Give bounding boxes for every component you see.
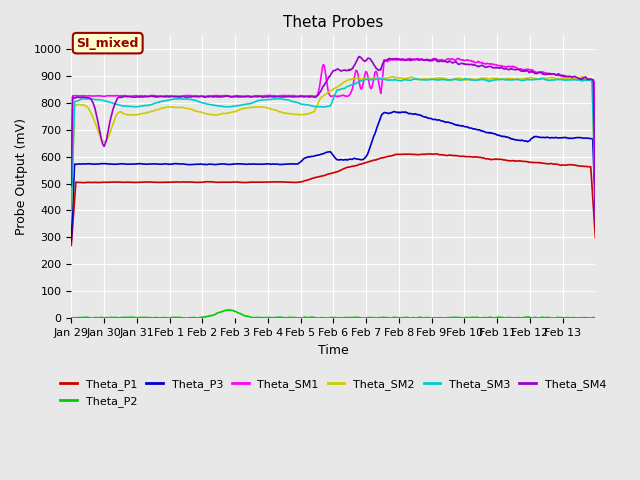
Theta_P2 [403, 314, 410, 320]
Theta_P3 [591, 207, 599, 213]
Theta_SM2 [67, 209, 75, 215]
Theta_SM2 [518, 76, 526, 82]
Theta_P2 [373, 315, 381, 321]
Theta_SM3 [100, 97, 108, 103]
Theta_SM4 [386, 56, 394, 62]
Theta_P3 [465, 125, 473, 131]
Line: Theta_P1: Theta_P1 [71, 154, 595, 245]
X-axis label: Time: Time [318, 344, 349, 357]
Text: SI_mixed: SI_mixed [77, 36, 139, 49]
Theta_SM3 [465, 76, 472, 82]
Legend: Theta_P1, Theta_P2, Theta_P3, Theta_SM1, Theta_SM2, Theta_SM3, Theta_SM4: Theta_P1, Theta_P2, Theta_P3, Theta_SM1,… [56, 375, 611, 411]
Theta_P2 [100, 315, 108, 321]
Theta_SM2 [465, 76, 472, 82]
Theta_P3 [100, 161, 108, 167]
Theta_P3 [385, 110, 393, 116]
Theta_SM3 [518, 77, 526, 83]
Theta_SM1 [401, 57, 409, 62]
Theta_SM1 [591, 174, 599, 180]
Theta_SM1 [520, 67, 527, 72]
Theta_SM2 [401, 76, 409, 82]
Theta_P1 [100, 180, 108, 185]
Line: Theta_SM4: Theta_SM4 [71, 57, 595, 223]
Theta_P2 [67, 315, 75, 321]
Y-axis label: Probe Output (mV): Probe Output (mV) [15, 118, 28, 235]
Theta_P1 [372, 157, 380, 163]
Theta_SM3 [401, 77, 409, 83]
Theta_P1 [465, 154, 473, 159]
Theta_P3 [372, 129, 380, 134]
Theta_P1 [520, 158, 527, 164]
Line: Theta_P3: Theta_P3 [71, 111, 595, 241]
Theta_P2 [298, 315, 305, 321]
Theta_SM2 [591, 196, 599, 202]
Theta_SM2 [372, 75, 380, 81]
Theta_SM4 [355, 54, 363, 60]
Theta_SM2 [100, 139, 108, 144]
Theta_SM3 [385, 77, 393, 83]
Theta_SM1 [465, 58, 473, 64]
Theta_SM1 [100, 94, 108, 99]
Theta_P3 [67, 239, 75, 244]
Theta_SM3 [372, 76, 380, 82]
Theta_SM3 [538, 76, 545, 82]
Theta_P3 [390, 108, 398, 114]
Line: Theta_SM2: Theta_SM2 [71, 77, 595, 212]
Theta_SM1 [67, 182, 75, 188]
Theta_P3 [520, 138, 527, 144]
Theta_SM1 [385, 57, 393, 63]
Theta_SM1 [372, 69, 380, 74]
Theta_SM2 [385, 75, 393, 81]
Line: Theta_P2: Theta_P2 [71, 310, 595, 318]
Theta_P2 [466, 315, 474, 321]
Theta_P2 [520, 315, 528, 321]
Theta_SM3 [591, 197, 599, 203]
Theta_P3 [402, 109, 410, 115]
Theta_SM1 [455, 56, 463, 61]
Theta_P2 [387, 315, 394, 321]
Theta_SM4 [67, 183, 75, 189]
Theta_P2 [591, 315, 599, 321]
Theta_SM4 [591, 220, 599, 226]
Theta_P1 [591, 235, 599, 240]
Line: Theta_SM1: Theta_SM1 [71, 59, 595, 185]
Theta_P1 [67, 242, 75, 248]
Line: Theta_SM3: Theta_SM3 [71, 79, 595, 210]
Theta_SM4 [465, 61, 473, 67]
Theta_P1 [401, 151, 409, 157]
Theta_SM3 [67, 207, 75, 213]
Title: Theta Probes: Theta Probes [283, 15, 383, 30]
Theta_P1 [425, 151, 433, 157]
Theta_SM2 [578, 74, 586, 80]
Theta_SM4 [100, 143, 108, 148]
Theta_SM4 [402, 58, 410, 63]
Theta_P1 [385, 153, 393, 159]
Theta_SM4 [520, 68, 527, 74]
Theta_SM4 [372, 66, 380, 72]
Theta_P2 [225, 307, 232, 312]
